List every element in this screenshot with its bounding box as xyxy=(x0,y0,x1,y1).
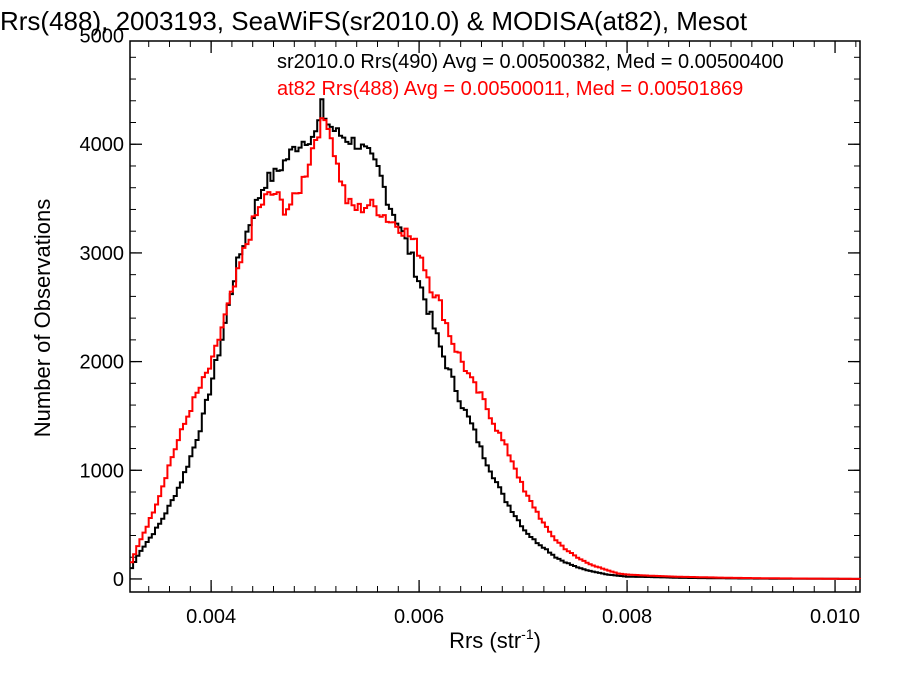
series-layer xyxy=(130,98,861,580)
x-axis-label: Rrs (str-1) xyxy=(449,626,541,653)
series-line-1 xyxy=(130,117,861,580)
y-tick-label: 4000 xyxy=(80,134,125,156)
x-axis-ticks: 0.004 0.006 0.008 0.010 xyxy=(148,41,860,628)
x-axis-label-main: Rrs (str xyxy=(449,628,521,653)
y-tick-label: 5000 xyxy=(80,26,125,48)
y-axis-ticks: 0 1000 2000 3000 4000 5000 xyxy=(80,26,860,591)
legend-entry-at82: at82 Rrs(488) Avg = 0.00500011, Med = 0.… xyxy=(277,78,743,100)
y-tick-label: 2000 xyxy=(80,352,125,374)
plot-border xyxy=(129,40,861,593)
series-line-0 xyxy=(130,98,861,580)
x-tick-label: 0.006 xyxy=(394,606,444,628)
x-tick-label: 0.008 xyxy=(602,606,652,628)
y-tick-label: 1000 xyxy=(80,460,125,482)
x-axis-label-close: ) xyxy=(534,628,541,653)
plot-frame xyxy=(129,40,861,593)
x-axis-label-sup: -1 xyxy=(521,626,534,642)
legend-entry-sr2010: sr2010.0 Rrs(490) Avg = 0.00500382, Med … xyxy=(277,51,784,73)
y-tick-label: 0 xyxy=(113,569,124,591)
x-tick-label: 0.010 xyxy=(810,606,860,628)
y-axis-label: Number of Observations xyxy=(30,199,55,437)
y-tick-label: 3000 xyxy=(80,243,125,265)
x-tick-label: 0.004 xyxy=(186,606,236,628)
chart-title: Rrs(488), 2003193, SeaWiFS(sr2010.0) & M… xyxy=(0,6,748,36)
